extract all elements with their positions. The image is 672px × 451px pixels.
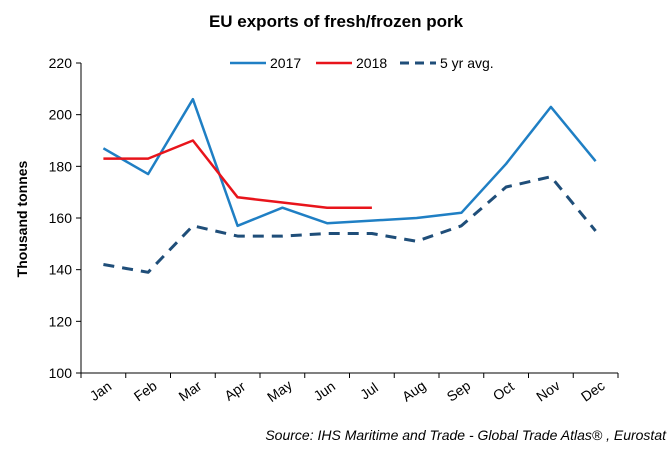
x-tick-label: May — [264, 377, 295, 405]
x-tick-label: Dec — [578, 377, 608, 404]
legend-label: 2017 — [270, 55, 301, 71]
series-line — [103, 139, 372, 209]
x-tick-label: Feb — [131, 377, 160, 404]
series-line — [103, 175, 597, 274]
y-tick-label: 160 — [49, 210, 73, 226]
x-tick-label: Jul — [357, 379, 381, 402]
y-tick-label: 120 — [49, 313, 73, 329]
chart-title: EU exports of fresh/frozen pork — [209, 12, 464, 31]
x-tick-label: Jan — [87, 378, 115, 404]
axes: 100 120 140 160 180 200 220 Jan Feb Mar Apr May Jun J… — [49, 55, 619, 405]
y-tick-label: 200 — [49, 107, 73, 123]
x-tick-label: Sep — [444, 377, 474, 405]
x-tick-label: Apr — [221, 378, 248, 404]
source-note: Source: IHS Maritime and Trade - Global … — [265, 427, 667, 443]
x-tick-label: Oct — [490, 378, 517, 404]
series-line — [102, 97, 597, 228]
y-tick-label: 220 — [49, 55, 73, 71]
legend: 2017 2018 5 yr avg. — [230, 55, 494, 71]
legend-label: 2018 — [356, 55, 387, 71]
y-tick-label: 180 — [49, 158, 73, 174]
x-tick-label: Mar — [176, 377, 205, 404]
legend-label: 5 yr avg. — [440, 55, 494, 71]
series-group — [102, 97, 597, 274]
y-axis-label: Thousand tonnes — [14, 160, 30, 277]
x-tick-label: Aug — [399, 377, 429, 404]
y-tick-label: 100 — [49, 365, 73, 381]
y-tick-label: 140 — [49, 262, 73, 278]
x-tick-label: Nov — [533, 377, 563, 404]
x-tick-label: Jun — [310, 378, 338, 404]
